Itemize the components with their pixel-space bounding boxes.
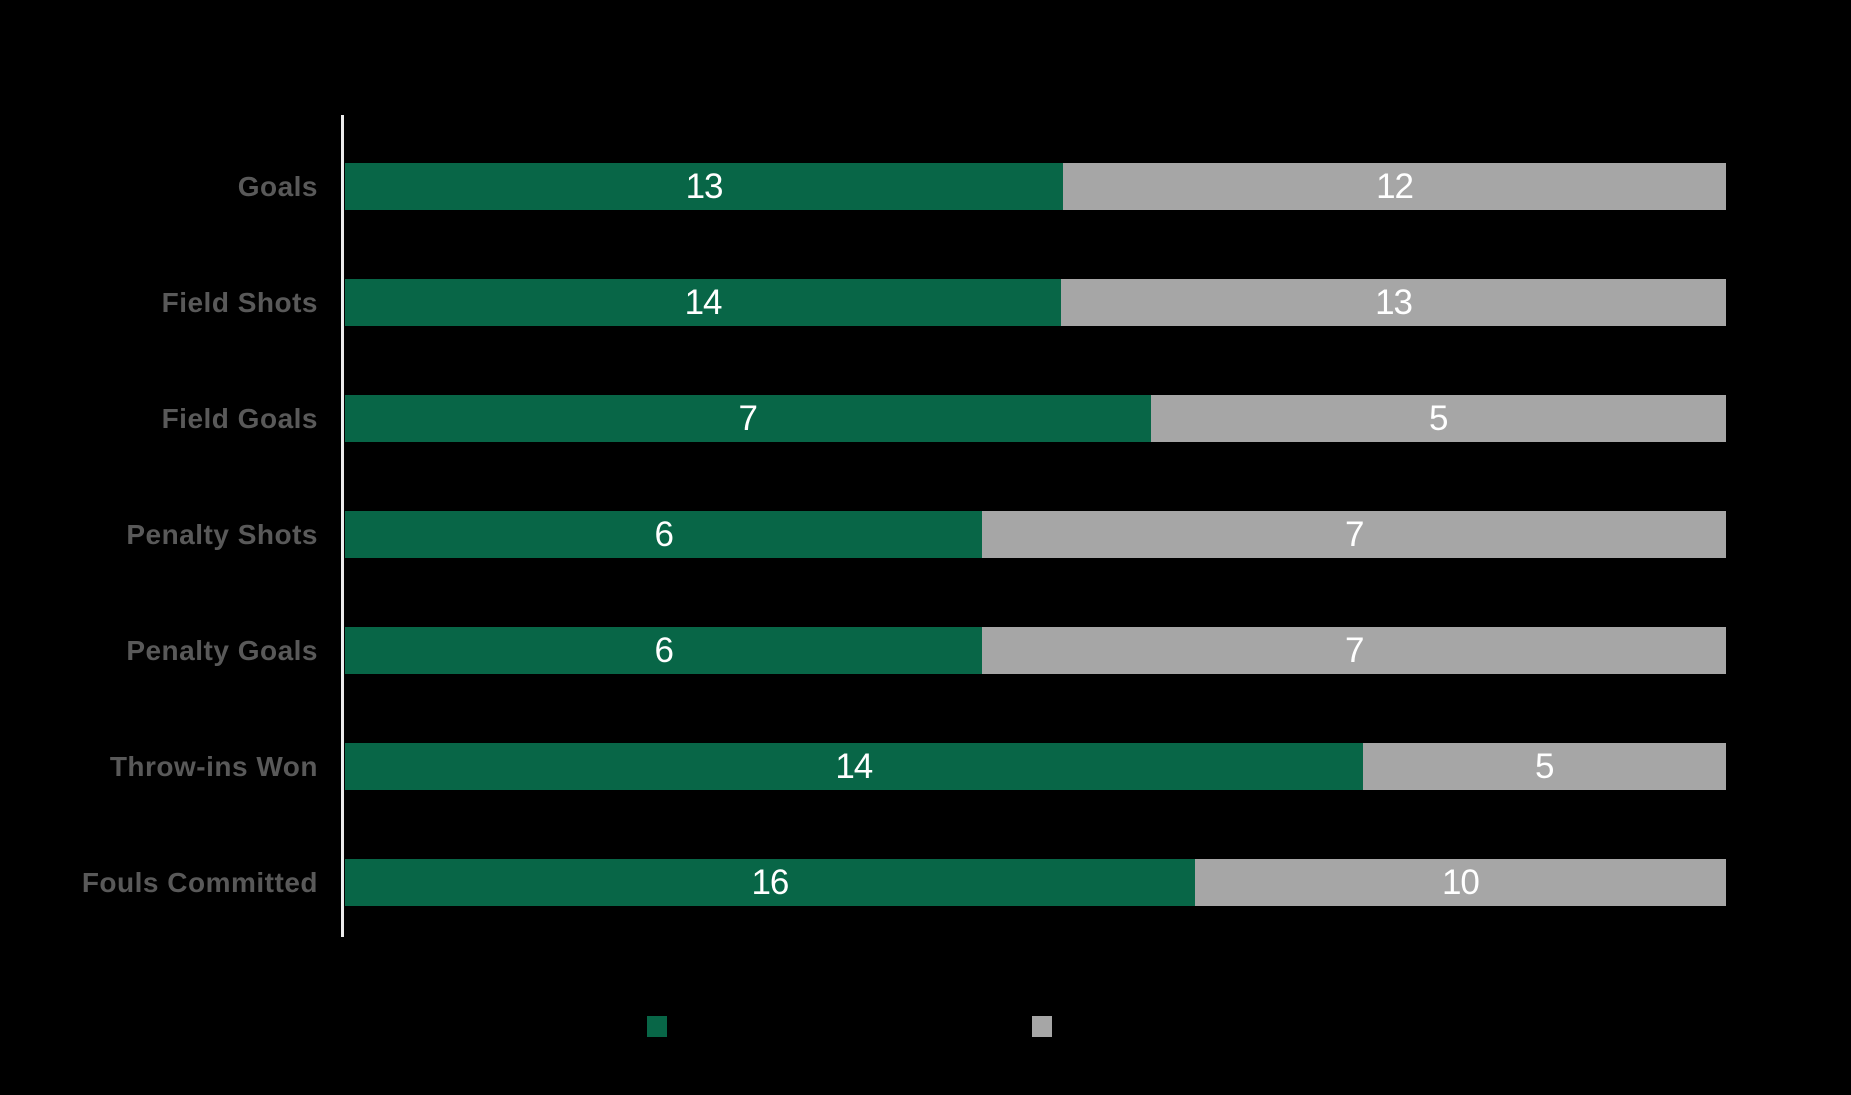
bar-segment-green: 6	[345, 627, 983, 674]
category-label: Penalty Shots	[126, 519, 318, 550]
segment-value-label: 5	[1535, 746, 1554, 786]
legend	[0, 1016, 1851, 1037]
segment-value-label: 5	[1429, 398, 1448, 438]
bar-segment-green: 6	[345, 511, 983, 558]
segment-value-label: 14	[684, 282, 723, 322]
bar-segment-green: 13	[345, 163, 1064, 210]
segment-value-label: 7	[1344, 630, 1364, 670]
bar-segment-gray: 12	[1063, 163, 1726, 210]
category-label: Throw-ins Won	[109, 751, 318, 782]
category-label: Penalty Goals	[126, 635, 318, 666]
segment-value-label: 13	[1375, 282, 1413, 322]
bar-segment-gray: 7	[982, 511, 1726, 558]
bar-segment-green: 14	[345, 279, 1062, 326]
segment-value-label: 6	[654, 630, 673, 670]
bar-row: 14 5	[345, 743, 1726, 790]
segment-value-label: 7	[1344, 514, 1364, 554]
bar-segment-gray: 7	[982, 627, 1726, 674]
bar-segment-green: 16	[345, 859, 1195, 906]
bar-segment-green: 14	[345, 743, 1363, 790]
category-label: Fouls Committed	[81, 867, 318, 898]
bar-segment-gray: 13	[1061, 279, 1726, 326]
category-label: Goals	[237, 171, 318, 202]
bar-row: 14 13	[345, 279, 1726, 326]
segment-value-label: 7	[738, 398, 758, 438]
segment-value-label: 16	[751, 862, 789, 902]
legend-item	[647, 1016, 679, 1037]
category-label: Field Shots	[161, 287, 318, 318]
legend-item	[1032, 1016, 1064, 1037]
y-axis-line	[341, 115, 344, 937]
category-label: Field Goals	[161, 403, 318, 434]
bar-row: 13 12	[345, 163, 1726, 210]
segment-value-label: 10	[1441, 862, 1480, 902]
bar-segment-gray: 10	[1194, 859, 1726, 906]
segment-value-label: 14	[835, 746, 873, 786]
legend-swatch-green	[647, 1016, 667, 1037]
segment-value-label: 12	[1376, 166, 1414, 206]
segment-value-label: 13	[685, 166, 724, 206]
bar-segment-gray: 5	[1362, 743, 1726, 790]
bar-segment-gray: 5	[1150, 395, 1726, 442]
bar-segment-green: 7	[345, 395, 1151, 442]
bar-row: 16 10	[345, 859, 1726, 906]
legend-swatch-gray	[1032, 1016, 1052, 1037]
segment-value-label: 6	[654, 514, 673, 554]
